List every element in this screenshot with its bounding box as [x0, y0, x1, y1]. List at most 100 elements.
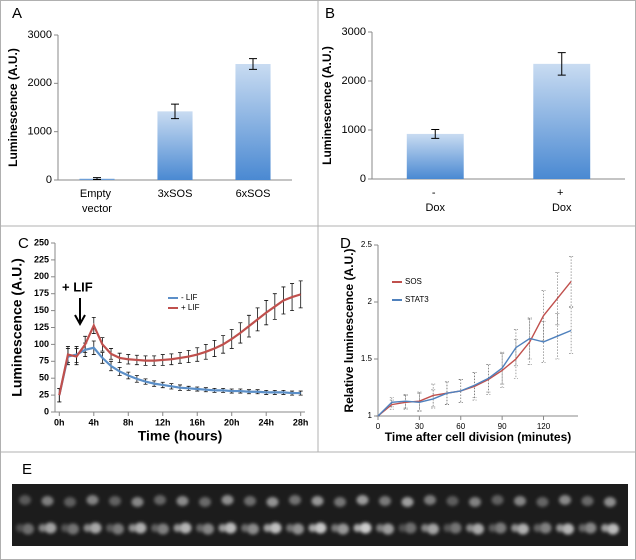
x-tick-label: 20h	[224, 417, 240, 427]
y-axis-title: Luminescence (A.U.)	[9, 258, 25, 396]
bar	[235, 64, 271, 180]
cell	[533, 524, 542, 532]
cell	[337, 523, 349, 535]
cell	[379, 496, 391, 506]
cell	[511, 524, 519, 532]
panel-label: D	[340, 235, 351, 252]
panel-label: B	[325, 5, 335, 22]
y-tick-label: 0	[360, 173, 366, 185]
cell	[112, 523, 124, 535]
cell	[263, 524, 272, 532]
cell	[491, 495, 504, 505]
error-bar	[486, 364, 491, 393]
x-tick-label: 8h	[123, 417, 134, 427]
cell	[353, 524, 362, 532]
cell	[356, 495, 369, 505]
cell	[38, 524, 47, 532]
y-axis-title: Luminescence (A.U.)	[320, 46, 334, 165]
cell	[404, 522, 417, 534]
cell	[109, 496, 121, 506]
cell	[134, 522, 147, 534]
x-tick-label: 24h	[258, 417, 274, 427]
y-tick-label: 3000	[28, 29, 52, 41]
legend-label: + LIF	[181, 303, 200, 312]
cell	[446, 496, 459, 506]
y-tick-label: 1.5	[361, 354, 373, 363]
cell	[469, 497, 481, 507]
y-tick-label: 0	[46, 174, 52, 186]
error-bar	[555, 313, 560, 360]
error-bar	[249, 58, 257, 70]
y-tick-label: 1000	[28, 126, 52, 138]
cell	[556, 524, 564, 532]
cell	[128, 524, 137, 532]
cell	[286, 524, 294, 532]
cell	[559, 495, 571, 505]
y-axis-title: Relative luminescence (A.U.)	[342, 248, 356, 412]
cell	[196, 524, 204, 532]
y-tick-label: 2	[368, 297, 373, 306]
x-tick-label: 90	[498, 422, 507, 431]
cell	[179, 522, 192, 534]
cell	[106, 524, 114, 532]
x-tick-label: 0	[376, 422, 381, 431]
microscopy-strip	[12, 484, 628, 546]
error-bar	[298, 280, 303, 309]
error-bar	[557, 52, 566, 76]
cell	[536, 497, 549, 507]
cell	[488, 524, 497, 532]
x-tick-label: 12h	[155, 417, 171, 427]
x-tick-label: - Dox	[425, 187, 445, 214]
error-bar	[555, 272, 560, 326]
cell	[466, 524, 474, 532]
cell	[421, 524, 429, 532]
error-bar	[458, 379, 463, 403]
cell	[578, 524, 587, 532]
cell	[427, 523, 439, 535]
cell	[401, 497, 414, 507]
y-tick-label: 2000	[28, 77, 52, 89]
cell	[202, 523, 214, 535]
cell	[331, 524, 339, 532]
y-tick-label: 2000	[342, 75, 366, 87]
y-tick-label: 125	[34, 322, 49, 332]
cell	[517, 523, 529, 535]
cell	[83, 524, 92, 532]
cell	[244, 496, 256, 506]
y-tick-label: 50	[39, 373, 49, 383]
cell	[218, 524, 227, 532]
x-tick-label: 28h	[293, 417, 309, 427]
bar	[533, 63, 591, 179]
cell	[449, 522, 462, 534]
cell	[314, 522, 327, 534]
cell	[61, 524, 69, 532]
y-tick-label: 3000	[342, 26, 366, 38]
error-bar	[389, 397, 394, 408]
cell	[472, 523, 484, 535]
cell	[22, 523, 34, 535]
error-bar	[298, 390, 303, 396]
cell	[247, 523, 259, 535]
x-tick-label: 6xSOS	[236, 188, 271, 200]
x-tick-label: 3xSOS	[158, 188, 193, 200]
x-tick-label: 30	[415, 422, 424, 431]
y-tick-label: 200	[34, 271, 49, 281]
bar	[157, 111, 193, 180]
series-line	[58, 293, 302, 396]
series-line	[377, 329, 572, 417]
cell	[604, 497, 616, 507]
cell	[334, 497, 346, 507]
cell	[494, 522, 507, 534]
cell	[562, 523, 574, 535]
y-tick-label: 250	[34, 237, 49, 247]
y-tick-label: 0	[44, 406, 49, 416]
error-bar	[541, 321, 546, 363]
cell	[221, 495, 234, 505]
cell	[224, 522, 237, 534]
cell	[19, 495, 31, 505]
y-tick-label: 1000	[342, 124, 366, 136]
cell	[269, 522, 282, 534]
cell	[67, 523, 79, 535]
x-tick-label: Empty vector	[80, 188, 114, 215]
